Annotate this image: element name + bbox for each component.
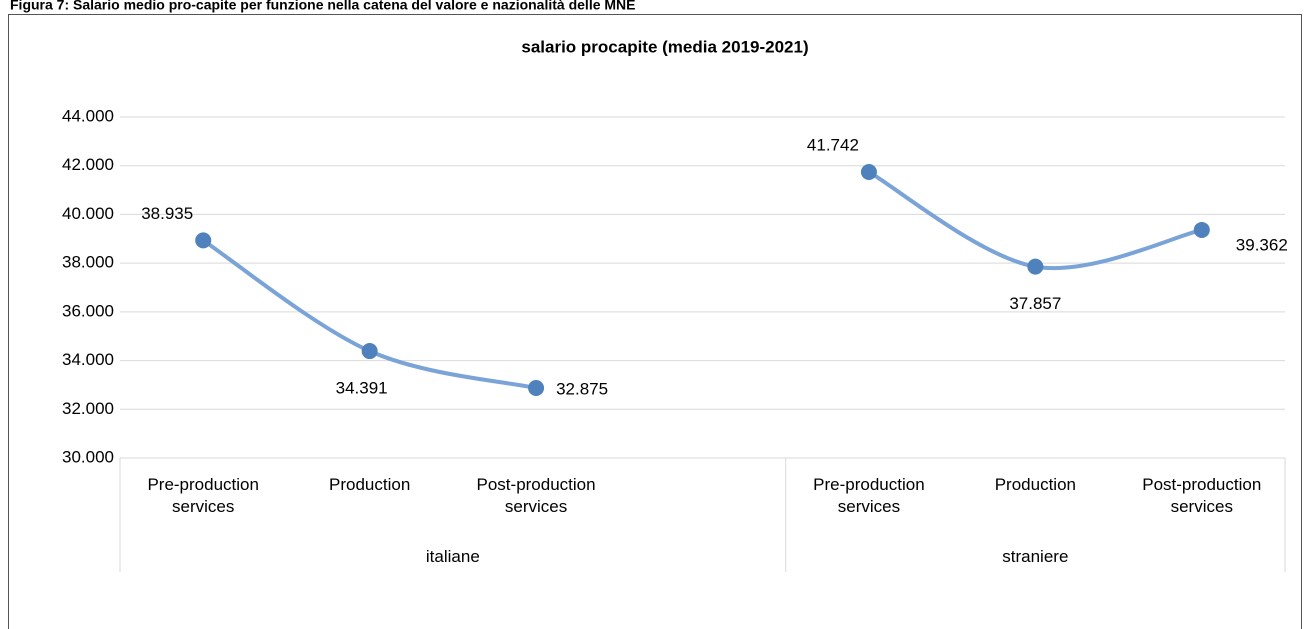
data-point [1193, 221, 1210, 238]
data-point [195, 232, 212, 249]
data-label: 37.857 [1009, 294, 1061, 313]
y-tick-label: 30.000 [62, 447, 114, 466]
data-point [860, 163, 877, 180]
x-tick-label: Pre-production services [147, 475, 259, 516]
chart-border [8, 14, 1302, 629]
data-point [1027, 258, 1044, 275]
y-tick-label: 36.000 [62, 301, 114, 320]
group-label: italiane [425, 547, 480, 566]
data-point [528, 379, 545, 396]
data-point [361, 343, 378, 360]
data-label: 41.742 [807, 135, 859, 154]
data-label: 34.391 [336, 379, 388, 398]
x-tick-label: Post-production services [476, 475, 596, 516]
y-tick-label: 40.000 [62, 204, 114, 223]
y-tick-label: 42.000 [62, 155, 114, 174]
data-label: 39.362 [1236, 235, 1288, 254]
x-tick-label: Production [329, 475, 411, 494]
x-tick-label: Post-production services [1142, 475, 1262, 516]
data-label: 32.875 [556, 379, 608, 398]
y-tick-label: 34.000 [62, 350, 114, 369]
x-tick-label: Production [994, 475, 1076, 494]
y-tick-label: 38.000 [62, 253, 114, 272]
x-tick-label: Pre-production services [813, 475, 925, 516]
chart-title: salario procapite (media 2019-2021) [521, 37, 808, 56]
y-tick-label: 32.000 [62, 399, 114, 418]
data-label: 38.935 [141, 204, 193, 223]
y-tick-label: 44.000 [62, 106, 114, 125]
figure-title: Figura 7: Salario medio pro-capite per f… [10, 0, 636, 13]
group-label: straniere [1002, 547, 1069, 566]
